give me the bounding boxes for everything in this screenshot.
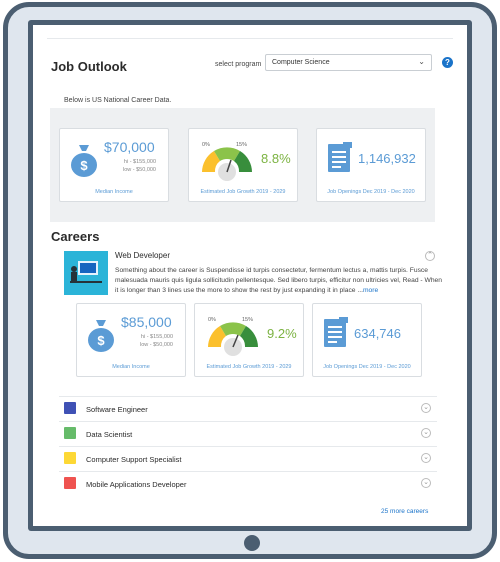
careers-title: Careers (51, 229, 100, 244)
outlook-stats-panel: $ $70,000 hi - $155,000 low - $50,000 Me… (50, 108, 435, 222)
career-income-high: hi - $155,000 (140, 334, 173, 340)
career-job-openings-caption: Job Openings Dec 2019 - Dec 2020 (323, 364, 411, 370)
median-income-value: $70,000 (104, 139, 155, 155)
career-job-growth-value: 9.2% (267, 326, 297, 341)
expand-icon[interactable]: ⌄ (421, 403, 431, 413)
career-job-openings-card: 634,746 Job Openings Dec 2019 - Dec 2020 (312, 303, 422, 377)
career-list-label: Data Scientist (86, 430, 133, 439)
expand-icon[interactable]: ⌄ (421, 478, 431, 488)
screen-bezel: Job Outlook select program Computer Scie… (28, 20, 472, 531)
expand-icon[interactable]: ⌄ (421, 453, 431, 463)
featured-career-name[interactable]: Web Developer (115, 251, 170, 260)
tablet-frame: Job Outlook select program Computer Scie… (3, 2, 497, 559)
divider (47, 38, 453, 39)
career-list-label: Computer Support Specialist (86, 455, 182, 464)
program-select[interactable]: Computer Science ⌄ (265, 54, 432, 71)
job-openings-caption: Job Openings Dec 2019 - Dec 2020 (327, 189, 415, 195)
more-careers-link[interactable]: 25 more careers (381, 508, 429, 515)
career-job-openings-value: 634,746 (354, 326, 401, 341)
career-median-income-caption: Median Income (112, 364, 150, 370)
job-growth-caption: Estimated Job Growth 2019 - 2029 (200, 189, 286, 195)
job-growth-value: 8.8% (261, 151, 291, 166)
income-high: hi - $155,000 (123, 159, 156, 165)
median-income-caption: Median Income (95, 189, 133, 195)
mobile-developer-thumbnail (64, 477, 76, 489)
job-growth-card: 0% 15% 8.8% Estimated Job Growth 2019 - … (188, 128, 298, 202)
income-low: low - $50,000 (122, 167, 156, 173)
help-icon[interactable]: ? (442, 57, 453, 68)
computer-support-thumbnail (64, 452, 76, 464)
median-income-card: $ $70,000 hi - $155,000 low - $50,000 Me… (59, 128, 169, 202)
more-link[interactable]: more (362, 287, 379, 294)
career-list-item[interactable]: Data Scientist ⌄ (59, 421, 437, 446)
gauge-max-label: 15% (236, 142, 247, 148)
selected-program: Computer Science (272, 59, 330, 66)
featured-career-description: Something about the career is Suspendiss… (115, 266, 445, 296)
growth-gauge-icon: 0% 15% (208, 317, 258, 356)
document-icon (324, 317, 348, 347)
web-developer-thumbnail (64, 251, 108, 295)
career-median-income-card: $ $85,000 hi - $155,000 low - $50,000 Me… (76, 303, 186, 377)
collapse-icon[interactable]: ⌃ (425, 251, 435, 261)
home-button[interactable] (244, 535, 260, 551)
career-list-label: Software Engineer (86, 405, 148, 414)
money-bag-icon: $ (71, 145, 97, 177)
career-median-income-value: $85,000 (121, 314, 172, 330)
document-icon (328, 142, 352, 172)
job-openings-card: 1,146,932 Job Openings Dec 2019 - Dec 20… (316, 128, 426, 202)
data-scientist-thumbnail (64, 427, 76, 439)
expand-icon[interactable]: ⌄ (421, 428, 431, 438)
software-engineer-thumbnail (64, 402, 76, 414)
career-gauge-min-label: 0% (208, 317, 216, 323)
growth-gauge-icon: 0% 15% (202, 142, 252, 181)
career-job-growth-card: 0% 15% 9.2% Estimated Job Growth 2019 - … (194, 303, 304, 377)
svg-text:$: $ (97, 333, 105, 348)
screen: Job Outlook select program Computer Scie… (33, 25, 467, 526)
career-list-label: Mobile Applications Developer (86, 480, 187, 489)
select-program-label: select program (215, 61, 262, 68)
career-income-low: low - $50,000 (139, 342, 173, 348)
career-list-item[interactable]: Mobile Applications Developer ⌄ (59, 471, 437, 496)
career-gauge-max-label: 15% (242, 317, 253, 323)
chevron-down-icon: ⌄ (418, 57, 425, 66)
job-openings-value: 1,146,932 (358, 151, 416, 166)
career-description-text: Something about the career is Suspendiss… (115, 267, 442, 294)
national-data-note: Below is US National Career Data. (64, 97, 172, 104)
career-list-item[interactable]: Computer Support Specialist ⌄ (59, 446, 437, 471)
money-bag-icon: $ (88, 320, 114, 352)
gauge-min-label: 0% (202, 142, 210, 148)
svg-text:$: $ (80, 158, 88, 173)
career-list-item[interactable]: Software Engineer ⌄ (59, 396, 437, 421)
career-job-growth-caption: Estimated Job Growth 2019 - 2029 (206, 364, 292, 370)
job-outlook-title: Job Outlook (51, 59, 127, 74)
